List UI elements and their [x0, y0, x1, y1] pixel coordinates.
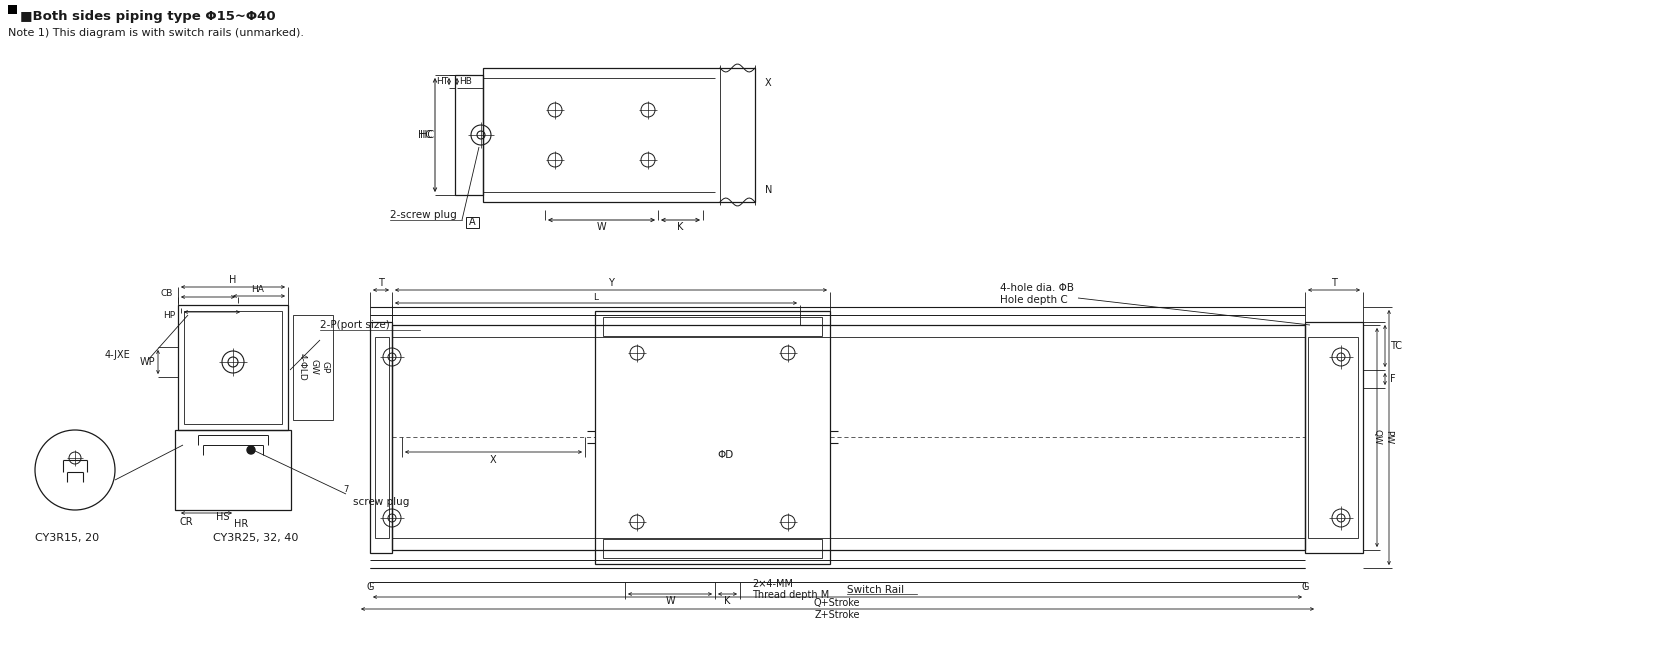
Text: QW: QW [1372, 429, 1382, 445]
Bar [1305, 322, 1363, 553]
Text: GP: GP [320, 361, 330, 374]
Bar [482, 68, 755, 202]
Bar [603, 317, 822, 336]
Text: HA: HA [251, 285, 265, 293]
Text: GW: GW [310, 359, 318, 375]
Text: L: L [593, 293, 598, 301]
Text: screw plug: screw plug [353, 497, 409, 507]
Text: ΦD: ΦD [717, 450, 734, 460]
Text: Q+Stroke: Q+Stroke [814, 598, 861, 608]
Text: 4-JXE: 4-JXE [106, 350, 131, 360]
Text: Z+Stroke: Z+Stroke [814, 610, 859, 620]
Bar [370, 322, 392, 553]
Text: G: G [367, 582, 374, 592]
Text: TC: TC [1390, 341, 1402, 351]
Text: HC: HC [417, 130, 432, 140]
Circle shape [246, 446, 255, 454]
Text: T: T [1332, 278, 1337, 288]
Text: H: H [229, 275, 236, 285]
Bar [375, 337, 389, 538]
Bar [1308, 337, 1358, 538]
Bar [456, 75, 482, 195]
Text: W: W [596, 222, 606, 232]
Text: ■Both sides piping type Φ15~Φ40: ■Both sides piping type Φ15~Φ40 [20, 10, 276, 23]
Text: 4-hole dia. ΦB: 4-hole dia. ΦB [1000, 283, 1074, 293]
Text: A: A [469, 217, 476, 227]
Text: Note 1) This diagram is with switch rails (unmarked).: Note 1) This diagram is with switch rail… [8, 28, 303, 38]
Text: K: K [677, 222, 683, 232]
Text: HB: HB [459, 77, 472, 85]
Bar [8, 5, 17, 14]
Text: K: K [724, 596, 730, 606]
Bar [603, 539, 822, 558]
Text: 7: 7 [343, 486, 348, 494]
Bar [174, 430, 291, 510]
Text: Hole depth C: Hole depth C [1000, 295, 1067, 305]
Bar [466, 217, 479, 228]
Text: T: T [379, 278, 384, 288]
Text: Thread depth M: Thread depth M [752, 590, 829, 600]
Text: 2-screw plug: 2-screw plug [390, 210, 457, 220]
Text: F: F [1390, 374, 1395, 384]
Text: HR: HR [235, 519, 248, 529]
Text: X: X [489, 455, 496, 465]
Bar [595, 311, 831, 564]
Text: X: X [765, 78, 772, 88]
Text: CR: CR [179, 517, 193, 527]
Text: Switch Rail: Switch Rail [848, 585, 904, 595]
Text: N: N [765, 185, 772, 195]
Bar [184, 311, 281, 424]
Text: CY3R15, 20: CY3R15, 20 [35, 533, 99, 543]
Text: HP: HP [162, 311, 174, 319]
Text: HT: HT [436, 77, 447, 85]
Text: CB: CB [161, 289, 173, 297]
Text: 2-P(port size): 2-P(port size) [320, 320, 390, 330]
Bar [293, 315, 333, 420]
Bar [178, 305, 288, 430]
Text: Y: Y [608, 278, 615, 288]
Text: HC: HC [420, 130, 434, 140]
Text: G: G [1301, 582, 1308, 592]
Text: HS: HS [216, 512, 229, 522]
Text: CY3R25, 32, 40: CY3R25, 32, 40 [213, 533, 298, 543]
Text: W: W [665, 596, 675, 606]
Text: PW: PW [1385, 430, 1394, 444]
Text: 4-ΦLD: 4-ΦLD [298, 353, 307, 381]
Bar [392, 325, 1305, 550]
Text: 2×4-MM: 2×4-MM [752, 579, 792, 589]
Text: WP: WP [139, 357, 156, 367]
